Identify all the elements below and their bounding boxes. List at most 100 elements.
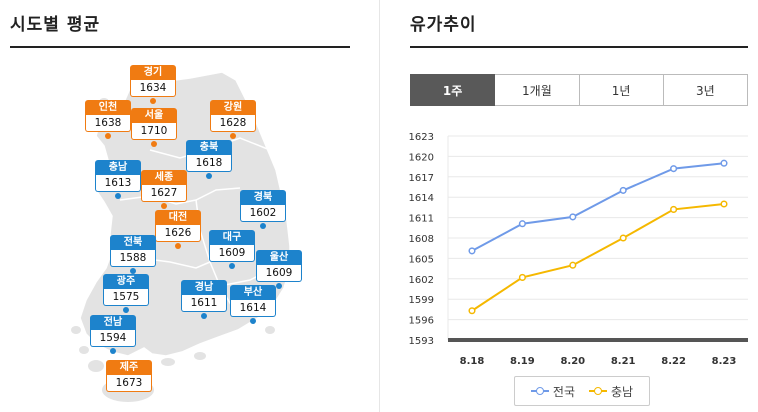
region-value: 1609 — [209, 245, 255, 262]
region-badge-sejong[interactable]: 세종 1627 — [141, 170, 187, 209]
left-panel-title: 시도별 평균 — [10, 15, 101, 35]
left-title-rule — [10, 46, 350, 48]
region-value: 1710 — [131, 123, 177, 140]
x-tick-label: 8.19 — [510, 356, 535, 367]
region-value: 1626 — [155, 225, 201, 242]
data-point — [518, 273, 526, 281]
region-name: 인천 — [85, 100, 131, 115]
region-value: 1611 — [181, 295, 227, 312]
region-name: 강원 — [210, 100, 256, 115]
region-marker — [230, 133, 236, 139]
region-name: 경기 — [130, 65, 176, 80]
region-marker — [175, 243, 181, 249]
series-line — [471, 203, 725, 312]
region-value: 1638 — [85, 115, 131, 132]
region-value: 1602 — [240, 205, 286, 222]
island-shape — [79, 346, 89, 354]
region-name: 전남 — [90, 315, 136, 330]
region-badge-gwangju[interactable]: 광주 1575 — [103, 274, 149, 313]
region-value: 1575 — [103, 289, 149, 306]
region-badge-jeonbuk[interactable]: 전북 1588 — [110, 235, 156, 274]
region-badge-jeju[interactable]: 제주 1673 — [106, 360, 152, 392]
y-tick-label: 1614 — [409, 193, 434, 204]
y-tick-label: 1608 — [409, 234, 434, 245]
region-marker — [260, 223, 266, 229]
tab-1-week[interactable]: 1주 — [410, 74, 496, 106]
region-value: 1614 — [230, 300, 276, 317]
region-value: 1627 — [141, 185, 187, 202]
tab-1-month[interactable]: 1개월 — [495, 74, 580, 106]
legend-line-icon — [589, 386, 607, 396]
period-tabs: 1주 1개월 1년 3년 — [410, 74, 748, 106]
data-point — [518, 220, 526, 228]
region-name: 전북 — [110, 235, 156, 250]
region-marker — [276, 283, 282, 289]
region-marker — [115, 193, 121, 199]
region-name: 제주 — [106, 360, 152, 375]
island-shape — [265, 326, 275, 334]
data-point — [569, 213, 577, 221]
region-badge-daejeon[interactable]: 대전 1626 — [155, 210, 201, 249]
region-badge-gyeongnam[interactable]: 경남 1611 — [181, 280, 227, 319]
x-tick-label: 8.21 — [611, 356, 636, 367]
region-badge-chungnam[interactable]: 충남 1613 — [95, 160, 141, 199]
region-name: 경북 — [240, 190, 286, 205]
region-marker — [250, 318, 256, 324]
chart-legend: 전국 충남 — [514, 376, 650, 406]
data-point — [468, 247, 476, 255]
data-point — [569, 261, 577, 269]
legend-line-icon — [530, 386, 549, 396]
region-value: 1613 — [95, 175, 141, 192]
region-name: 대구 — [209, 230, 255, 245]
region-name: 세종 — [141, 170, 187, 185]
region-badge-gyeonggi[interactable]: 경기 1634 — [130, 65, 176, 104]
legend-item-chungnam[interactable]: 충남 — [589, 383, 633, 400]
y-tick-label: 1596 — [409, 316, 434, 327]
right-title-rule — [410, 46, 748, 48]
data-point — [670, 205, 678, 213]
region-value: 1634 — [130, 80, 176, 97]
price-trend-chart: 1593 1596 1599 1602 1605 1608 1611 1614 1617 1620… — [409, 132, 748, 367]
data-point — [670, 165, 678, 173]
right-panel-title: 유가추이 — [410, 15, 477, 35]
island-shape — [194, 352, 206, 360]
island-shape — [88, 360, 104, 372]
region-name: 경남 — [181, 280, 227, 295]
region-marker — [206, 173, 212, 179]
x-tick-label: 8.20 — [560, 356, 585, 367]
region-value: 1628 — [210, 115, 256, 132]
y-tick-label: 1611 — [409, 214, 434, 225]
region-value: 1588 — [110, 250, 156, 267]
region-name: 대전 — [155, 210, 201, 225]
region-marker — [150, 98, 156, 104]
y-tick-label: 1605 — [409, 254, 434, 265]
data-point — [720, 200, 728, 208]
region-badge-seoul[interactable]: 서울 1710 — [131, 108, 177, 147]
legend-label: 충남 — [611, 384, 634, 399]
legend-label: 전국 — [552, 384, 575, 399]
tab-3-years[interactable]: 3년 — [663, 74, 748, 106]
island-shape — [71, 326, 81, 334]
region-value: 1618 — [186, 155, 232, 172]
region-value: 1673 — [106, 375, 152, 392]
region-badge-gangwon[interactable]: 강원 1628 — [210, 100, 256, 139]
region-name: 광주 — [103, 274, 149, 289]
region-badge-jeonnam[interactable]: 전남 1594 — [90, 315, 136, 354]
region-value: 1594 — [90, 330, 136, 347]
y-tick-label: 1623 — [409, 132, 434, 143]
region-badge-incheon[interactable]: 인천 1638 — [85, 100, 131, 139]
region-name: 충남 — [95, 160, 141, 175]
region-name: 서울 — [131, 108, 177, 123]
x-tick-label: 8.23 — [712, 356, 737, 367]
region-badge-busan[interactable]: 부산 1614 — [230, 285, 276, 324]
legend-item-national[interactable]: 전국 — [530, 383, 575, 400]
region-badge-gyeongbuk[interactable]: 경북 1602 — [240, 190, 286, 229]
region-value: 1609 — [256, 265, 302, 282]
y-tick-label: 1617 — [409, 173, 434, 184]
region-badge-ulsan[interactable]: 울산 1609 — [256, 250, 302, 289]
region-badge-daegu[interactable]: 대구 1609 — [209, 230, 255, 269]
tab-1-year[interactable]: 1년 — [579, 74, 664, 106]
region-badge-chungbuk[interactable]: 충북 1618 — [186, 140, 232, 179]
region-marker — [161, 203, 167, 209]
data-point — [720, 159, 728, 167]
